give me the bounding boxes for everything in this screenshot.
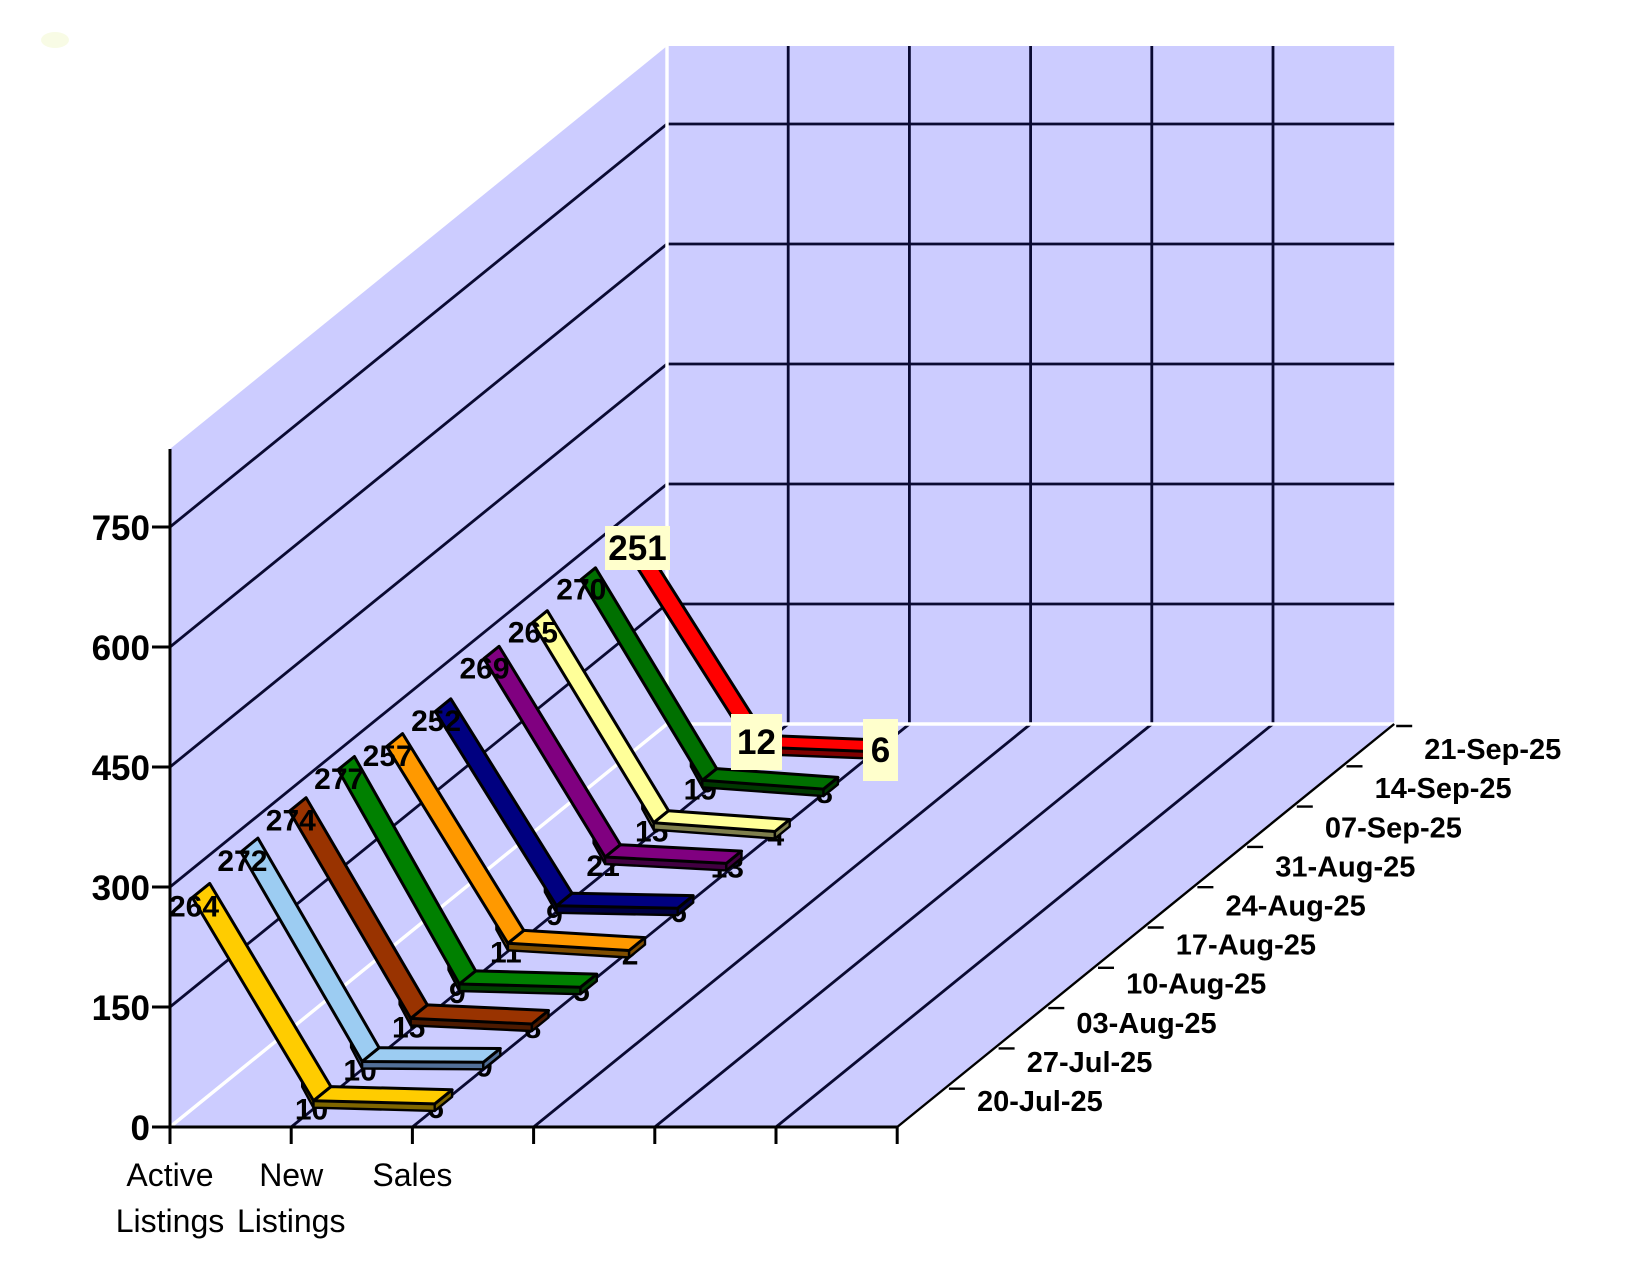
svg-text:21-Sep-25: 21-Sep-25: [1424, 734, 1561, 766]
svg-text:20-Jul-25: 20-Jul-25: [977, 1086, 1103, 1118]
svg-text:300: 300: [92, 869, 150, 908]
svg-text:New: New: [259, 1157, 324, 1193]
svg-text:251: 251: [608, 529, 666, 568]
svg-text:272: 272: [217, 845, 267, 878]
svg-text:450: 450: [92, 749, 150, 788]
svg-text:Listings: Listings: [116, 1203, 225, 1239]
svg-text:Listings: Listings: [237, 1203, 346, 1239]
svg-text:10-Aug-25: 10-Aug-25: [1126, 969, 1266, 1001]
svg-text:Sales: Sales: [372, 1157, 452, 1193]
svg-text:150: 150: [92, 989, 150, 1028]
svg-text:270: 270: [556, 574, 606, 607]
svg-text:600: 600: [92, 629, 150, 668]
svg-text:14-Sep-25: 14-Sep-25: [1375, 773, 1512, 805]
svg-text:07-Sep-25: 07-Sep-25: [1325, 812, 1462, 844]
svg-text:750: 750: [92, 509, 150, 548]
svg-text:277: 277: [314, 763, 364, 796]
svg-text:274: 274: [266, 804, 316, 837]
svg-text:27-Jul-25: 27-Jul-25: [1027, 1047, 1153, 1079]
svg-text:31-Aug-25: 31-Aug-25: [1275, 851, 1415, 883]
svg-text:24-Aug-25: 24-Aug-25: [1226, 891, 1366, 923]
svg-text:0: 0: [131, 1109, 150, 1148]
svg-text:6: 6: [871, 731, 890, 770]
svg-text:252: 252: [411, 705, 461, 738]
svg-text:03-Aug-25: 03-Aug-25: [1076, 1008, 1216, 1040]
svg-text:17-Aug-25: 17-Aug-25: [1176, 930, 1316, 962]
svg-text:12: 12: [737, 723, 776, 762]
svg-text:Active: Active: [126, 1157, 213, 1193]
svg-text:257: 257: [363, 740, 413, 773]
svg-text:265: 265: [508, 617, 558, 650]
svg-text:264: 264: [169, 890, 219, 923]
svg-text:269: 269: [459, 653, 509, 686]
